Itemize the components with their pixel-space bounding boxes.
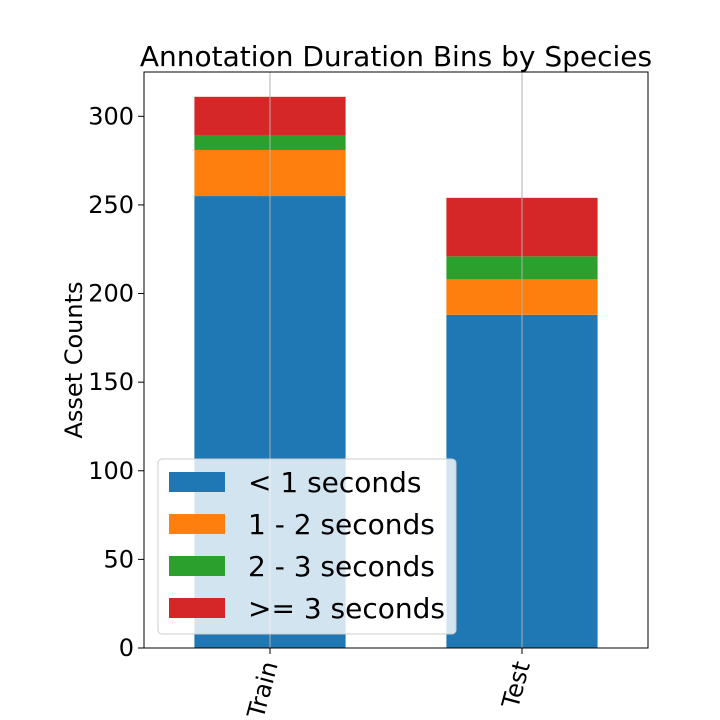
x-axis: Train Test	[242, 648, 536, 720]
legend-box	[157, 458, 457, 635]
y-tick-label: 250	[88, 191, 134, 219]
legend-swatch-1	[169, 514, 225, 534]
y-tick-label: 50	[103, 545, 134, 573]
x-tick-label-train: Train	[242, 658, 284, 720]
y-tick-label: 200	[88, 280, 134, 308]
legend-label-0: < 1 seconds	[248, 466, 422, 499]
legend-label-3: >= 3 seconds	[248, 592, 445, 625]
y-tick-label: 150	[88, 368, 134, 396]
y-axis-label: Asset Counts	[60, 281, 88, 438]
y-tick-label: 100	[88, 457, 134, 485]
y-tick-label: 0	[119, 634, 134, 662]
plot-frame	[143, 71, 649, 649]
legend: < 1 seconds 1 - 2 seconds 2 - 3 seconds >= …	[157, 458, 457, 635]
legend-label-2: 2 - 3 seconds	[248, 550, 435, 583]
chart-title: Annotation Duration Bins by Species	[140, 40, 652, 73]
y-tick-label: 300	[88, 102, 134, 130]
legend-swatch-2	[169, 556, 225, 576]
legend-swatch-3	[169, 598, 225, 618]
legend-swatch-0	[169, 472, 225, 492]
x-tick-label-test: Test	[496, 658, 536, 712]
legend-label-1: 1 - 2 seconds	[248, 508, 435, 541]
y-axis: 0 50 100 150 200 250 300	[88, 102, 144, 662]
